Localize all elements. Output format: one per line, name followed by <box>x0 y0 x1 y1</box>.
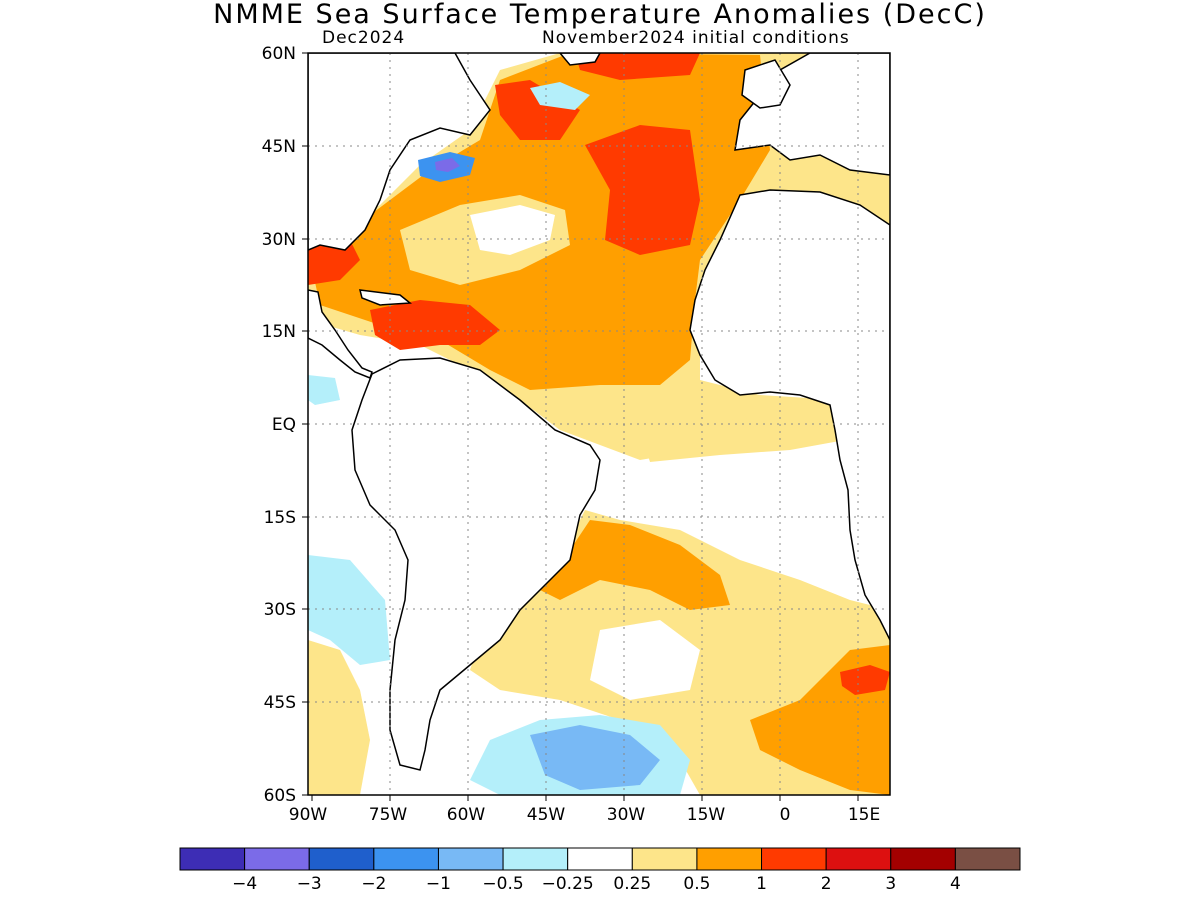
south-atlantic-neutral-patch <box>590 620 700 700</box>
colorbar-label: −4 <box>232 874 257 894</box>
greenland-land <box>559 53 601 66</box>
lon-label: 90W <box>289 805 328 825</box>
colorbar-swatch <box>308 847 375 871</box>
forecast-month-label: Dec2024 <box>322 28 406 48</box>
south-atlantic-strong-warm-region <box>540 520 730 610</box>
colorbar-label: 1 <box>756 874 767 894</box>
lat-label: EQ <box>272 415 296 435</box>
colorbar-swatch <box>567 847 633 871</box>
colorbar: −4 −3 −2 −1 −0.5 −0.25 0.25 0.5 1 2 3 4 <box>179 847 1021 894</box>
subtropical-neutral-patch <box>470 205 555 255</box>
colorbar-label: 0.25 <box>613 874 651 894</box>
colorbar-label: −1 <box>426 874 451 894</box>
colorbar-label: −0.5 <box>482 874 523 894</box>
labrador-hot-spot <box>495 80 580 140</box>
east-pacific-cool-patch <box>308 375 340 405</box>
lon-label: 0 <box>780 805 791 825</box>
colorbar-swatch <box>954 847 1021 871</box>
africa-land <box>689 189 890 641</box>
colorbar-swatch <box>890 847 956 871</box>
lat-label: 60S <box>264 786 296 806</box>
colorbar-swatch <box>631 847 698 871</box>
lat-label: 60N <box>262 44 296 64</box>
colorbar-swatch <box>825 847 892 871</box>
east-pacific-cool-region <box>308 555 390 665</box>
lon-label: 30W <box>607 805 646 825</box>
gulf-of-guinea-warm-band <box>640 410 845 462</box>
colorbar-swatch <box>696 847 763 871</box>
colorbar-swatch <box>244 847 310 871</box>
lat-label: 15S <box>264 508 296 528</box>
colorbar-label: 2 <box>821 874 832 894</box>
lon-label: 15E <box>848 805 880 825</box>
colorbar-swatch <box>437 847 504 871</box>
colorbar-swatch <box>502 847 569 871</box>
colorbar-label: −2 <box>361 874 386 894</box>
lat-label: 15N <box>262 322 296 342</box>
southern-ocean-cold-region <box>530 725 660 790</box>
colorbar-label: 4 <box>950 874 961 894</box>
lat-label: 30S <box>264 600 296 620</box>
central-america-land <box>308 289 373 379</box>
north-america-land <box>308 53 491 251</box>
northeast-hot-spot <box>575 53 700 80</box>
lat-label: 45S <box>264 693 296 713</box>
colorbar-swatch <box>761 847 827 871</box>
colorbar-label: −0.25 <box>542 874 594 894</box>
lon-label: 15W <box>687 805 726 825</box>
nova-scotia-strong-cold-anomaly <box>435 158 460 172</box>
map-field <box>308 53 890 795</box>
initial-conditions-label: November2024 initial conditions <box>542 28 850 48</box>
graticule <box>308 53 890 795</box>
lon-label: 45W <box>527 805 566 825</box>
lon-label: 75W <box>369 805 408 825</box>
colorbar-label: 3 <box>885 874 896 894</box>
southeast-atlantic-hot-spot <box>840 665 890 695</box>
south-america-land <box>351 357 601 771</box>
latitude-axis: 60N 45N 30N 15N EQ 15S 30S 45S 60S <box>262 44 308 806</box>
colorbar-label: −3 <box>297 874 322 894</box>
lon-label: 60W <box>447 805 486 825</box>
map-title: NMME Sea Surface Temperature Anomalies (… <box>213 0 987 30</box>
colorbar-swatch <box>179 847 246 871</box>
lat-label: 45N <box>262 137 296 157</box>
colorbar-swatch <box>373 847 439 871</box>
longitude-axis: 90W 75W 60W 45W 30W 15W 0 15E <box>289 795 880 825</box>
north-atlantic-cool-patch <box>530 82 590 110</box>
british-isles-land <box>741 59 791 109</box>
lat-label: 30N <box>262 230 296 250</box>
colorbar-label: 0.5 <box>683 874 710 894</box>
central-atlantic-hot-spot <box>585 125 700 255</box>
caribbean-islands-land <box>359 289 412 306</box>
east-pacific-warm-region <box>308 640 370 795</box>
